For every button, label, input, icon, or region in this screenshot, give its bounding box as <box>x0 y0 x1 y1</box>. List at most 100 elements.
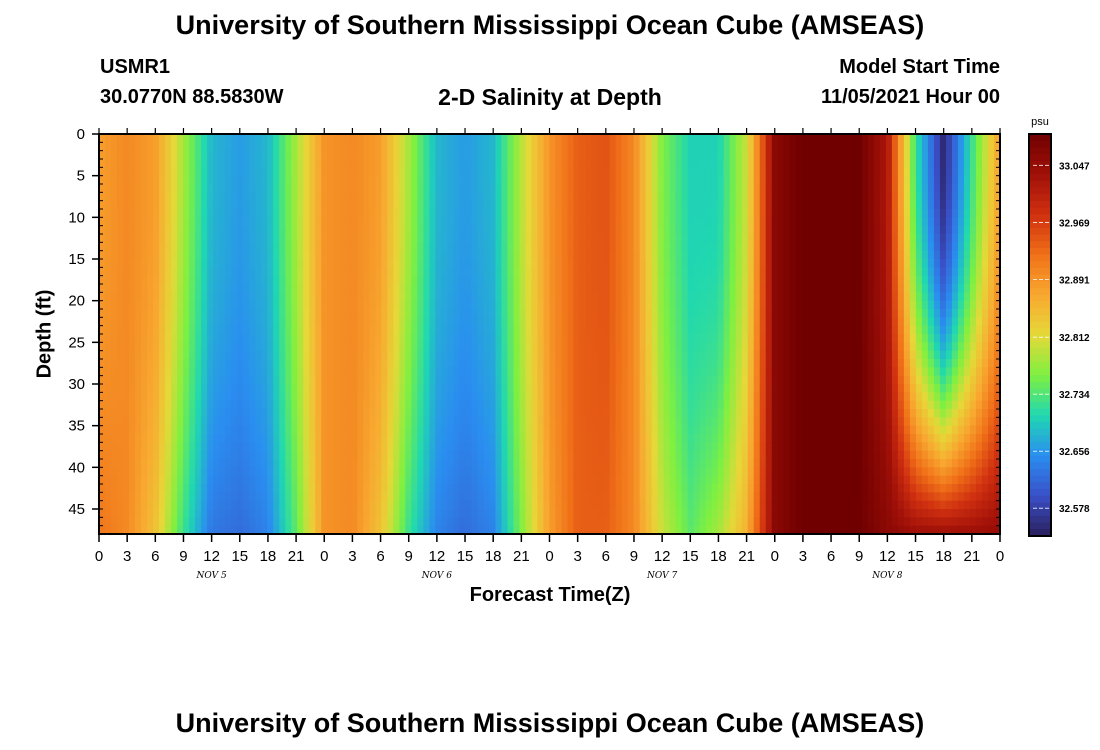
heatmap-cell <box>369 434 376 443</box>
heatmap-cell <box>495 275 503 285</box>
heatmap-cell <box>249 475 256 485</box>
heatmap-cell <box>213 200 220 210</box>
heatmap-cell <box>405 509 412 518</box>
heatmap-cell <box>471 400 479 410</box>
heatmap-cell <box>195 192 202 202</box>
heatmap-cell <box>417 325 424 335</box>
heatmap-cell <box>453 150 460 160</box>
heatmap-cell <box>135 167 142 177</box>
heatmap-cell <box>627 184 635 193</box>
heatmap-cell <box>687 342 695 352</box>
heatmap-cell <box>465 450 473 460</box>
heatmap-cell <box>129 350 136 360</box>
heatmap-cell <box>645 275 653 285</box>
heatmap-cell <box>567 425 575 435</box>
heatmap-cell <box>357 317 364 327</box>
heatmap-cell <box>153 159 160 168</box>
heatmap-cell <box>513 442 521 452</box>
heatmap-cell <box>291 150 298 160</box>
heatmap-cell <box>141 509 148 518</box>
heatmap-cell <box>195 484 202 493</box>
heatmap-cell <box>237 450 244 460</box>
heatmap-cell <box>621 134 629 143</box>
heatmap-cell <box>225 234 232 243</box>
heatmap-cell <box>327 367 334 377</box>
heatmap-cell <box>435 475 442 485</box>
heatmap-cell <box>519 409 527 418</box>
heatmap-cell <box>387 292 394 302</box>
heatmap-cell <box>495 509 503 518</box>
heatmap-cell <box>615 525 623 535</box>
heatmap-cell <box>423 317 430 327</box>
heatmap-cell <box>369 467 376 477</box>
heatmap-cell <box>579 467 587 477</box>
heatmap-cell <box>279 475 286 485</box>
heatmap-cell <box>285 134 292 143</box>
heatmap-cell <box>639 250 647 260</box>
heatmap-cell <box>255 525 262 535</box>
heatmap-cell <box>705 350 713 360</box>
heatmap-cell <box>279 325 286 335</box>
heatmap-cell <box>531 142 539 152</box>
heatmap-cell <box>519 484 527 493</box>
heatmap-cell <box>321 225 328 235</box>
heatmap-cell <box>705 509 713 518</box>
heatmap-cell <box>123 192 130 202</box>
heatmap-cell <box>555 250 563 260</box>
heatmap-cell <box>177 442 184 452</box>
heatmap-cell <box>285 475 292 485</box>
heatmap-cell <box>201 525 208 535</box>
heatmap-cell <box>117 142 124 152</box>
heatmap-cell <box>195 325 202 335</box>
heatmap-cell <box>453 134 460 143</box>
heatmap-cell <box>621 234 629 243</box>
heatmap-cell <box>171 425 178 435</box>
heatmap-cell <box>219 267 226 277</box>
heatmap-cell <box>99 259 106 268</box>
heatmap-cell <box>165 267 172 277</box>
heatmap-cell <box>573 475 581 485</box>
heatmap-cell <box>195 375 202 385</box>
heatmap-cell <box>189 384 196 393</box>
heatmap-cell <box>405 275 412 285</box>
heatmap-cell <box>261 325 268 335</box>
heatmap-cell <box>435 184 442 193</box>
heatmap-cell <box>345 442 352 452</box>
heatmap-cell <box>567 384 575 393</box>
heatmap-cell <box>195 359 202 368</box>
heatmap-cell <box>387 517 394 527</box>
heatmap-cell <box>303 400 310 410</box>
heatmap-cell <box>339 400 346 410</box>
heatmap-cell <box>573 209 581 218</box>
heatmap-cell <box>123 325 130 335</box>
heatmap-cell <box>297 159 304 168</box>
heatmap-cell <box>621 142 629 152</box>
heatmap-cell <box>327 334 334 343</box>
heatmap-cell <box>297 425 304 435</box>
heatmap-cell <box>315 425 322 435</box>
heatmap-cell <box>429 150 436 160</box>
heatmap-cell <box>525 292 533 302</box>
heatmap-cell <box>183 192 190 202</box>
heatmap-cell <box>327 134 334 143</box>
heatmap-cell <box>315 525 322 535</box>
heatmap-cell <box>483 525 491 535</box>
heatmap-cell <box>183 150 190 160</box>
heatmap-cell <box>663 292 671 302</box>
heatmap-cell <box>483 300 491 310</box>
heatmap-cell <box>705 384 713 393</box>
heatmap-cell <box>555 525 563 535</box>
heatmap-cell <box>405 409 412 418</box>
heatmap-cell <box>261 209 268 218</box>
heatmap-cell <box>561 184 569 193</box>
heatmap-cell <box>339 325 346 335</box>
heatmap-cell <box>441 309 448 318</box>
heatmap-cell <box>585 325 593 335</box>
heatmap-cell <box>147 150 154 160</box>
heatmap-cell <box>99 409 106 418</box>
heatmap-cell <box>531 275 539 285</box>
heatmap-cell <box>519 184 527 193</box>
heatmap-cell <box>183 159 190 168</box>
heatmap-cell <box>441 142 448 152</box>
heatmap-cell <box>351 217 358 227</box>
